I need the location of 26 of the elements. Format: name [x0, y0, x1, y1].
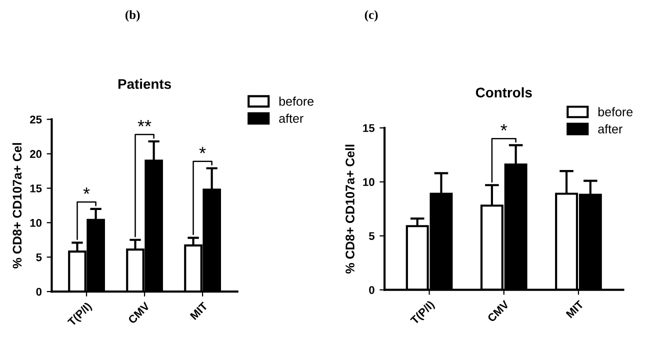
y-tick-label: 10 [30, 218, 42, 227]
y-tick-label: 0 [369, 286, 374, 294]
text: (c) [364, 10, 378, 22]
x-tick-label: MIT [566, 300, 584, 318]
y-tick-label: 20 [30, 150, 42, 158]
chart-title: Patients [118, 78, 171, 89]
y-axis-title: % CD8+ CD107a+ Cell [345, 144, 354, 274]
annotation: * [500, 124, 508, 130]
y-tick-label: 5 [368, 232, 375, 240]
y-tick-label: 15 [363, 124, 375, 132]
annotation: * [83, 188, 90, 194]
annotation: * [199, 146, 206, 154]
legend-label: after [279, 114, 304, 123]
legend-label: after [598, 124, 622, 134]
legend-label: before [598, 107, 633, 116]
y-tick-label: 0 [36, 288, 42, 296]
y-tick-label: 5 [36, 253, 42, 262]
y-tick-label: 15 [30, 184, 42, 192]
text: (b) [126, 10, 140, 22]
y-axis-title: % CD8+ CD107a+ Cel [12, 143, 22, 268]
chart-title: Controls [476, 87, 532, 98]
annotation: ** [138, 120, 152, 126]
x-tick-label: MIT [190, 302, 208, 320]
legend-label: before [279, 96, 314, 106]
y-tick-label: 25 [30, 116, 42, 124]
y-tick-label: 10 [363, 178, 374, 186]
